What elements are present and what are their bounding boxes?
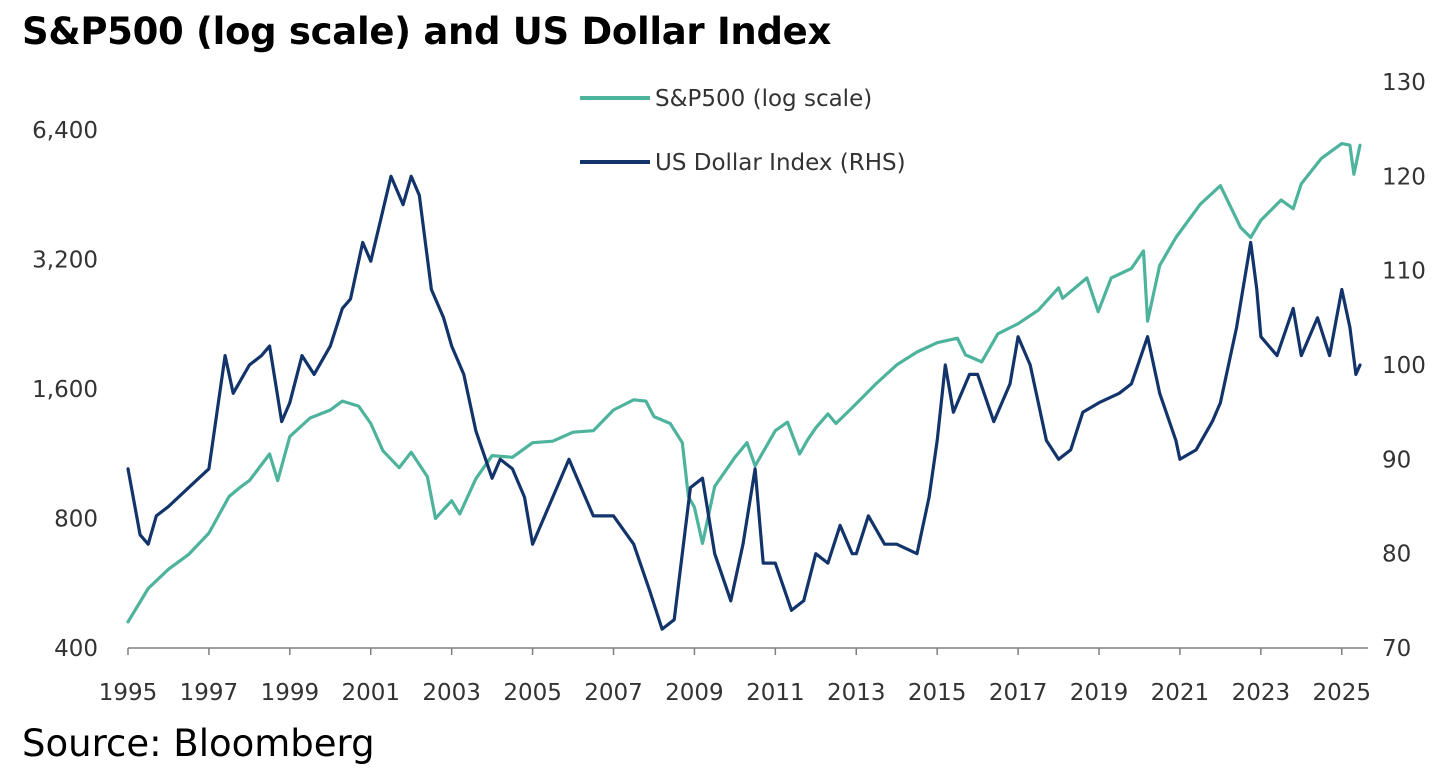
y-right-tick-label: 80: [1382, 542, 1411, 568]
plot-area: 1995 1997 1999 2001 2003 2005 2007 2009 2011 2013…: [32, 70, 1426, 706]
y-right-tick-label: 120: [1382, 164, 1426, 190]
series-line-dxy: [126, 174, 1362, 631]
y-right-tick-label: 70: [1382, 636, 1411, 662]
series-line-spx: [126, 142, 1362, 624]
x-tick-label: 2009: [665, 680, 724, 706]
x-tick-label: 2017: [989, 680, 1048, 706]
x-tick-label: 2025: [1312, 680, 1371, 706]
y-right-tick-label: 100: [1382, 353, 1426, 379]
x-tick-label: 2013: [827, 680, 886, 706]
legend-label-spx: S&P500 (log scale): [655, 86, 872, 112]
y-right-tick-label: 110: [1382, 259, 1426, 285]
x-tick-label: 2001: [341, 680, 400, 706]
x-tick-label: 1999: [261, 680, 320, 706]
x-tick-label: 2003: [422, 680, 481, 706]
x-tick-label: 2023: [1232, 680, 1291, 706]
dual-axis-line-chart: 1995 1997 1999 2001 2003 2005 2007 2009 2011 2013…: [32, 70, 1426, 706]
legend-label-dxy: US Dollar Index (RHS): [655, 150, 906, 176]
x-tick-label: 2011: [746, 680, 805, 706]
y-left-tick-label: 400: [54, 636, 98, 662]
chart-legend: S&P500 (log scale) US Dollar Index (RHS): [580, 86, 906, 176]
x-tick-label: 1997: [180, 680, 239, 706]
x-tick-label: 1995: [99, 680, 158, 706]
chart-title: S&P500 (log scale) and US Dollar Index: [22, 10, 832, 53]
x-tick-label: 2005: [503, 680, 562, 706]
y-left-tick-label: 800: [54, 507, 98, 533]
y-left-tick-label: 6,400: [32, 118, 98, 144]
x-tick-label: 2007: [584, 680, 643, 706]
x-tick-label: 2015: [908, 680, 967, 706]
x-tick-label: 2021: [1151, 680, 1210, 706]
x-tick-label: 2019: [1070, 680, 1129, 706]
y-right-tick-label: 90: [1382, 447, 1411, 473]
y-left-tick-label: 1,600: [32, 377, 98, 403]
y-left-tick-label: 3,200: [32, 248, 98, 274]
y-right-tick-label: 130: [1382, 70, 1426, 96]
source-note: Source: Bloomberg: [22, 722, 375, 765]
